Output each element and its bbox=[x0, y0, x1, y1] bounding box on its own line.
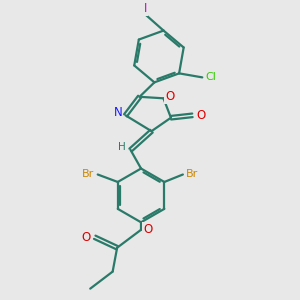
Text: Br: Br bbox=[186, 169, 199, 179]
Text: H: H bbox=[118, 142, 125, 152]
Text: O: O bbox=[165, 90, 175, 103]
Text: N: N bbox=[114, 106, 122, 119]
Text: O: O bbox=[143, 223, 152, 236]
Text: Br: Br bbox=[82, 169, 94, 179]
Text: I: I bbox=[144, 2, 147, 15]
Text: O: O bbox=[82, 231, 91, 244]
Text: Cl: Cl bbox=[205, 72, 216, 82]
Text: O: O bbox=[196, 109, 206, 122]
